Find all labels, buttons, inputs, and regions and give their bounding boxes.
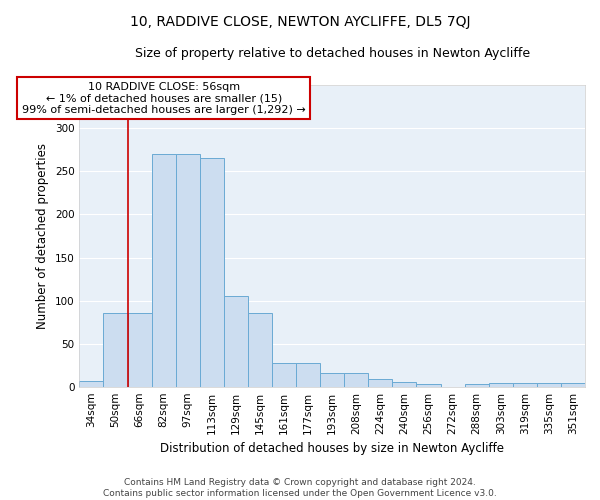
Bar (513, 383, 537, 386)
X-axis label: Distribution of detached houses by size in Newton Aycliffe: Distribution of detached houses by size … (160, 442, 504, 455)
Bar (537, 383, 561, 386)
Text: 10 RADDIVE CLOSE: 56sqm
← 1% of detached houses are smaller (15)
99% of semi-det: 10 RADDIVE CLOSE: 56sqm ← 1% of detached… (22, 82, 305, 115)
Bar (320, 373, 344, 386)
Bar (392, 382, 416, 386)
Bar (79, 380, 103, 386)
Bar (152, 154, 176, 386)
Bar (368, 379, 392, 386)
Y-axis label: Number of detached properties: Number of detached properties (36, 143, 49, 329)
Bar (561, 383, 585, 386)
Bar (344, 373, 368, 386)
Bar (224, 296, 248, 386)
Bar (416, 384, 440, 386)
Text: 10, RADDIVE CLOSE, NEWTON AYCLIFFE, DL5 7QJ: 10, RADDIVE CLOSE, NEWTON AYCLIFFE, DL5 … (130, 15, 470, 29)
Bar (103, 314, 128, 386)
Bar (464, 384, 488, 386)
Bar (200, 158, 224, 386)
Bar (488, 383, 513, 386)
Title: Size of property relative to detached houses in Newton Aycliffe: Size of property relative to detached ho… (134, 48, 530, 60)
Bar (248, 314, 272, 386)
Bar (176, 154, 200, 386)
Bar (272, 364, 296, 386)
Bar (128, 314, 152, 386)
Text: Contains HM Land Registry data © Crown copyright and database right 2024.
Contai: Contains HM Land Registry data © Crown c… (103, 478, 497, 498)
Bar (296, 364, 320, 386)
